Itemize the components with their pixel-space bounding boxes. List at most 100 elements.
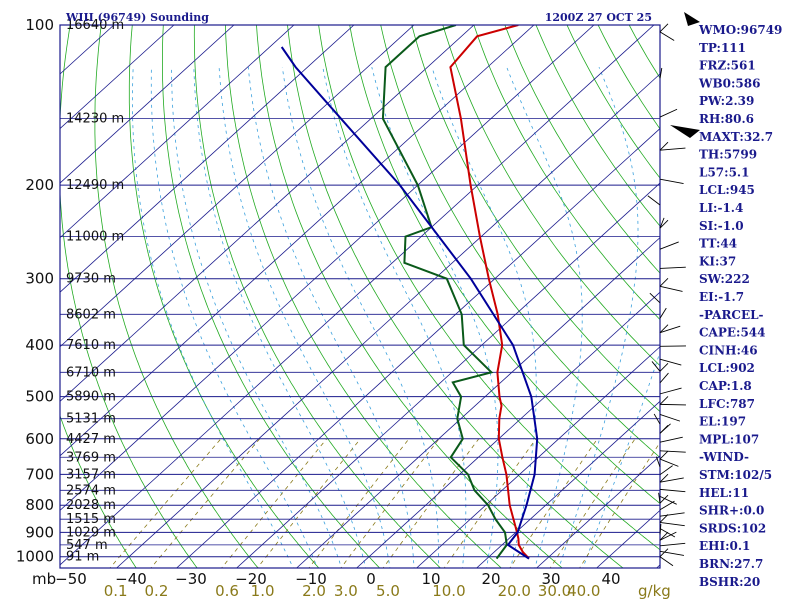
pressure-tick-label: 100 [25, 16, 54, 34]
chart-title-left: WIII (96749) Sounding [65, 11, 209, 24]
dry-adiabat-line [349, 25, 660, 505]
sounding-index: SI:-1.0 [699, 219, 744, 233]
height-label: 14230 m [66, 112, 124, 127]
dry-adiabat-line [411, 25, 660, 413]
wind-barb [659, 266, 686, 269]
sounding-traces [280, 25, 539, 560]
wind-barb-tick [659, 473, 669, 483]
wind-barb [659, 285, 683, 292]
wind-barb [659, 241, 679, 250]
height-label: 547 m [66, 538, 108, 553]
temperature-tick-label: −30 [175, 570, 207, 588]
isotherm-line [60, 25, 655, 566]
wind-barb [659, 325, 681, 334]
pressure-unit-label: mb [32, 570, 56, 588]
dry-adiabat-line [380, 25, 660, 458]
mixing-ratio-tick-label: 40.0 [567, 582, 600, 600]
pressure-tick-label: 200 [25, 176, 54, 194]
isotherm-line [0, 25, 54, 568]
pressure-tick-label: 900 [25, 523, 54, 541]
dry-adiabat-line [535, 25, 660, 227]
sounding-index: RH:80.6 [699, 112, 754, 126]
mixing-ratio-tick-label: 3.0 [334, 582, 358, 600]
sounding-index: L57:5.1 [699, 165, 749, 179]
height-label: 12490 m [66, 178, 124, 193]
height-label: 16640 m [66, 18, 124, 33]
temperature-tick-label: −50 [55, 570, 87, 588]
wind-barb [659, 436, 683, 443]
dry-adiabat-line [753, 25, 800, 570]
sounding-index: HEL:11 [699, 486, 749, 500]
isotherm-line [116, 73, 660, 568]
moist-adiabat-line [132, 67, 294, 568]
pressure-tick-label: 300 [25, 270, 54, 288]
mixing-ratio-tick-label: 2.0 [302, 582, 326, 600]
isotherm-line [60, 25, 295, 239]
height-label: 4427 m [66, 432, 116, 447]
isotherm-line [176, 128, 660, 568]
wind-barb [659, 67, 663, 79]
sounding-index: STM:102/5 [699, 468, 772, 482]
mixing-ratio-line [340, 438, 440, 568]
sounding-index: LFC:787 [699, 397, 755, 411]
wind-barb [659, 358, 682, 366]
wind-barb-tick [659, 396, 669, 405]
moist-adiabat-line [150, 67, 318, 568]
wind-barbs [647, 12, 700, 567]
sounding-trace [449, 25, 530, 560]
wind-barb-tick [659, 141, 669, 151]
moist-adiabat-line [506, 66, 583, 568]
sounding-index: TT:44 [699, 237, 737, 251]
wind-barb [659, 108, 678, 118]
dry-adiabat-line [442, 25, 660, 367]
height-label: 2028 m [66, 498, 116, 513]
sounding-index: BRN:27.7 [699, 557, 763, 571]
mixing-ratio-tick-label: 1.0 [251, 582, 275, 600]
mixing-ratio-line [308, 438, 410, 568]
isotherm-line [60, 25, 415, 348]
mixing-ratio-tick-label: 5.0 [376, 582, 400, 600]
isotherm-line [60, 25, 175, 130]
wind-barb-tick [659, 277, 669, 287]
wind-barb [659, 217, 665, 229]
mixing-ratio-tick-label: 0.6 [215, 582, 239, 600]
wind-barb [659, 147, 686, 151]
mixing-ratio-tick-label: 30.0 [538, 582, 571, 600]
wind-barb [651, 361, 661, 372]
sounding-index: CAPE:544 [699, 326, 766, 340]
wind-barb [659, 387, 682, 395]
isotherm-line [60, 25, 475, 402]
wind-barb-tick [659, 494, 669, 504]
sounding-index: CINH:46 [699, 343, 758, 357]
wind-barb [659, 450, 686, 453]
mixing-ratio-line [221, 438, 328, 568]
mixing-ratio-line [579, 441, 660, 568]
mixing-ratio-tick-label: 20.0 [498, 582, 531, 600]
wind-barb [659, 521, 685, 527]
pressure-axis-labels: 1000 900 800 700 600 500 400 300 200 100 [16, 16, 54, 566]
dry-adiabat-line [193, 25, 442, 568]
wind-barb [659, 178, 684, 185]
height-label: 7610 m [66, 338, 116, 353]
sounding-index: SRDS:102 [699, 521, 766, 535]
mixing-ratio-line [109, 438, 222, 568]
wind-barb-tick [659, 362, 669, 372]
wind-barb [659, 528, 676, 538]
height-label: 1029 m [66, 525, 116, 540]
wind-barb [649, 292, 661, 304]
wind-barb [659, 372, 669, 384]
temperature-tick-label: 20 [481, 570, 500, 588]
pressure-tick-label: 1000 [16, 548, 54, 566]
sounding-index: BSHR:20 [699, 575, 760, 589]
isotherm-line [536, 455, 660, 568]
sounding-index: PW:2.39 [699, 94, 754, 108]
wind-barb [659, 307, 667, 319]
pressure-tick-label: 600 [25, 430, 54, 448]
plot-frame [59, 24, 661, 569]
height-label: 1515 m [66, 512, 116, 527]
mixing-ratio-unit: g/kg [638, 582, 671, 600]
sounding-index: EL:197 [699, 415, 746, 429]
wind-pennant [684, 12, 700, 26]
dry-adiabat-line [128, 25, 320, 568]
moist-adiabat-line [171, 67, 342, 568]
